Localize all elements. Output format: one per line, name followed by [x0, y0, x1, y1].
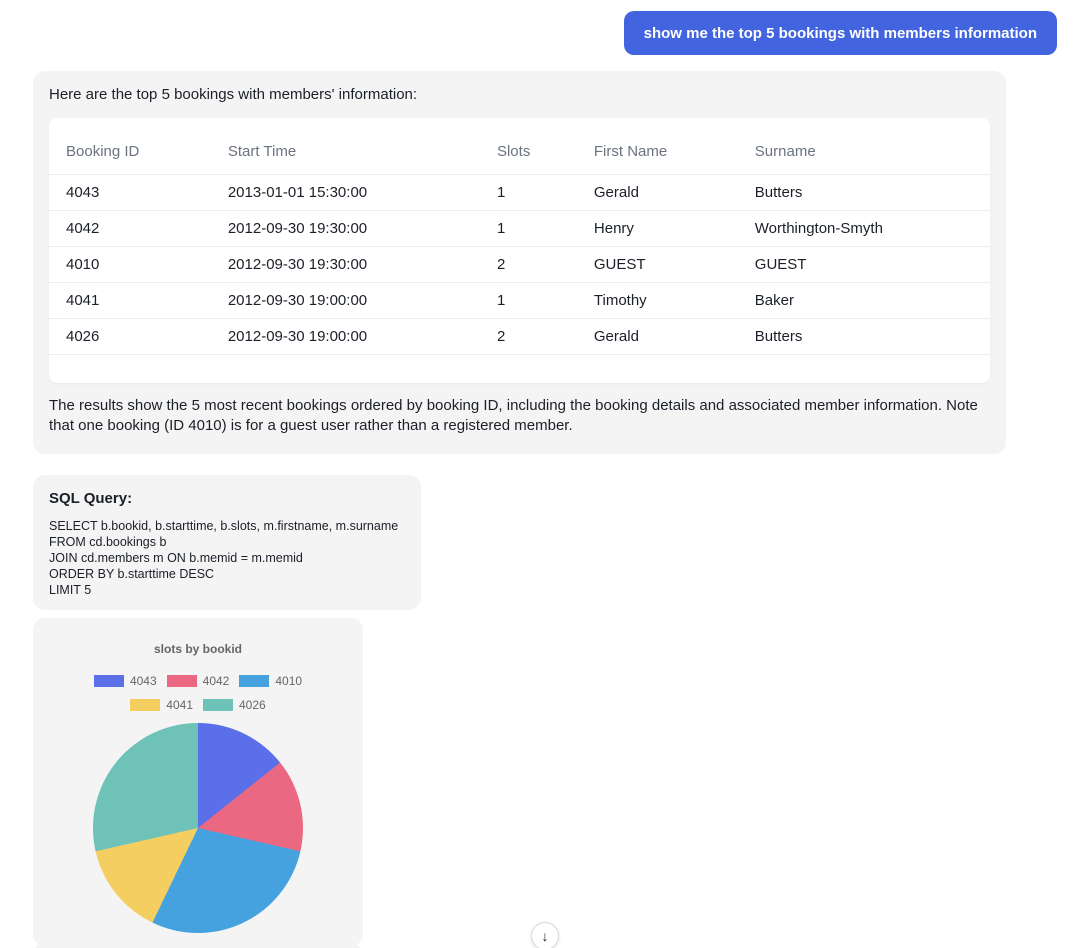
legend-swatch — [239, 675, 270, 687]
assistant-summary-text: The results show the 5 most recent booki… — [49, 397, 978, 434]
table-cell: 2012-09-30 19:30:00 — [210, 210, 480, 247]
legend-item: 4010 — [239, 674, 302, 688]
assistant-message-card: Here are the top 5 bookings with members… — [33, 71, 1006, 454]
results-table-head-row: Booking ID Start Time Slots First Name Surna… — [49, 118, 990, 175]
legend-item: 4043 — [93, 674, 157, 688]
table-row: 4010 2012-09-30 19:30:00 2 GUEST GUEST — [49, 246, 990, 283]
next-card-partial — [33, 943, 363, 948]
pie-legend: 4043 4042 4010 4041 4026 — [65, 674, 331, 712]
table-cell: Worthington-Smyth — [737, 210, 990, 247]
arrow-down-icon: ↓ — [541, 928, 549, 944]
user-message-bubble: show me the top 5 bookings with members … — [623, 11, 1057, 55]
table-row: 4043 2013-01-01 15:30:00 1 Gerald Butters — [49, 174, 990, 211]
legend-label: 4043 — [129, 674, 157, 688]
table-cell: 4043 — [49, 174, 211, 211]
column-header: Booking ID — [49, 118, 211, 175]
results-table: Booking ID Start Time Slots First Name Surna… — [49, 118, 990, 355]
column-header: Start Time — [210, 118, 480, 175]
sql-query-title: SQL Query: — [49, 490, 133, 507]
table-cell: 1 — [479, 174, 577, 211]
table-cell: Butters — [737, 318, 990, 355]
sql-query-card: SQL Query: SELECT b.bookid, b.starttime,… — [33, 475, 421, 610]
column-header: First Name — [576, 118, 738, 175]
table-cell: 2012-09-30 19:00:00 — [210, 318, 480, 355]
table-cell: 4041 — [49, 282, 211, 319]
table-cell: Baker — [737, 282, 990, 319]
table-cell: Gerald — [576, 174, 738, 211]
assistant-intro-text: Here are the top 5 bookings with members… — [49, 86, 418, 103]
table-cell: GUEST — [576, 246, 738, 283]
table-cell: 4026 — [49, 318, 211, 355]
table-cell: Henry — [576, 210, 738, 247]
legend-item: 4026 — [203, 698, 266, 712]
table-row: 4042 2012-09-30 19:30:00 1 Henry Worthington… — [49, 210, 990, 247]
table-cell: 1 — [479, 282, 577, 319]
legend-label: 4010 — [275, 674, 303, 688]
legend-label: 4041 — [166, 698, 193, 712]
sql-line: FROM cd.bookings b — [49, 535, 167, 549]
sql-line: JOIN cd.members m ON b.memid = m.memid — [49, 551, 303, 565]
column-header: Slots — [479, 118, 577, 175]
sql-line: ORDER BY b.starttime DESC — [49, 567, 215, 581]
legend-label: 4042 — [202, 674, 230, 688]
table-cell: Timothy — [576, 282, 738, 319]
legend-swatch — [130, 699, 161, 711]
legend-label: 4026 — [239, 698, 266, 712]
results-table-body: 4043 2013-01-01 15:30:00 1 Gerald Butters 404… — [49, 174, 990, 355]
table-cell: 2012-09-30 19:30:00 — [210, 246, 480, 283]
table-cell: Gerald — [576, 318, 738, 355]
chart-title: slots by bookid — [153, 642, 242, 656]
sql-query-text: SELECT b.bookid, b.starttime, b.slots, m… — [49, 518, 405, 598]
pie-chart-card: slots by bookid 4043 4042 4010 4041 4026 — [33, 618, 363, 946]
scroll-to-bottom-button[interactable]: ↓ — [531, 922, 559, 948]
table-cell: GUEST — [737, 246, 990, 283]
legend-item: 4042 — [166, 674, 230, 688]
table-cell: 2012-09-30 19:00:00 — [210, 282, 480, 319]
column-header: Surname — [737, 118, 990, 175]
table-row: 4026 2012-09-30 19:00:00 2 Gerald Butters — [49, 318, 990, 355]
legend-swatch — [166, 675, 197, 687]
user-message-text: show me the top 5 bookings with members … — [643, 24, 1037, 42]
table-cell: 2 — [479, 246, 577, 283]
table-cell: Butters — [737, 174, 990, 211]
legend-item: 4041 — [130, 698, 193, 712]
table-cell: 4042 — [49, 210, 211, 247]
sql-line: LIMIT 5 — [49, 583, 92, 597]
table-cell: 2 — [479, 318, 577, 355]
legend-swatch — [93, 675, 124, 687]
sql-line: SELECT b.bookid, b.starttime, b.slots, m… — [49, 519, 399, 533]
table-cell: 1 — [479, 210, 577, 247]
table-cell: 2013-01-01 15:30:00 — [210, 174, 480, 211]
pie-chart — [93, 723, 303, 933]
results-table-container: Booking ID Start Time Slots First Name Surna… — [49, 118, 990, 383]
table-cell: 4010 — [49, 246, 211, 283]
legend-swatch — [203, 699, 233, 711]
table-row: 4041 2012-09-30 19:00:00 1 Timothy Baker — [49, 282, 990, 319]
